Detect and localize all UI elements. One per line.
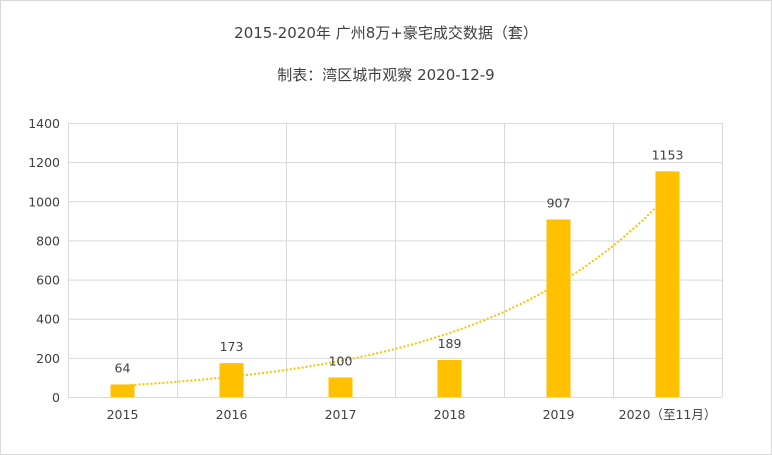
data-label: 907 — [547, 195, 571, 210]
x-tick-label: 2020（至11月） — [619, 407, 717, 422]
data-label: 173 — [220, 339, 244, 354]
y-tick-label: 800 — [36, 233, 60, 248]
y-tick-label: 1400 — [28, 116, 60, 131]
y-tick-label: 0 — [52, 390, 60, 405]
bar-2018 — [437, 360, 462, 397]
exponential-trendline — [122, 194, 669, 387]
y-tick-label: 600 — [36, 273, 60, 288]
bar-2016 — [219, 363, 244, 397]
x-tick-label: 2015 — [107, 407, 139, 422]
data-label: 100 — [329, 353, 353, 368]
data-label: 189 — [438, 336, 462, 351]
data-label: 1153 — [652, 147, 684, 162]
x-tick-label: 2017 — [325, 407, 357, 422]
chart-title: 2015-2020年 广州8万+豪宅成交数据（套） — [234, 24, 538, 42]
y-tick-label: 1000 — [28, 194, 60, 209]
bar-2015 — [110, 384, 135, 397]
x-tick-label: 2019 — [543, 407, 575, 422]
bar-2017 — [328, 377, 353, 397]
y-tick-label: 200 — [36, 351, 60, 366]
x-tick-label: 2018 — [434, 407, 466, 422]
bar-2019 — [546, 219, 571, 397]
x-tick-label: 2016 — [216, 407, 248, 422]
y-tick-label: 1200 — [28, 155, 60, 170]
bar-2020 — [655, 171, 680, 397]
y-tick-label: 400 — [36, 312, 60, 327]
chart-subtitle: 制表：湾区城市观察 2020-12-9 — [277, 66, 495, 84]
data-label: 64 — [115, 360, 131, 375]
